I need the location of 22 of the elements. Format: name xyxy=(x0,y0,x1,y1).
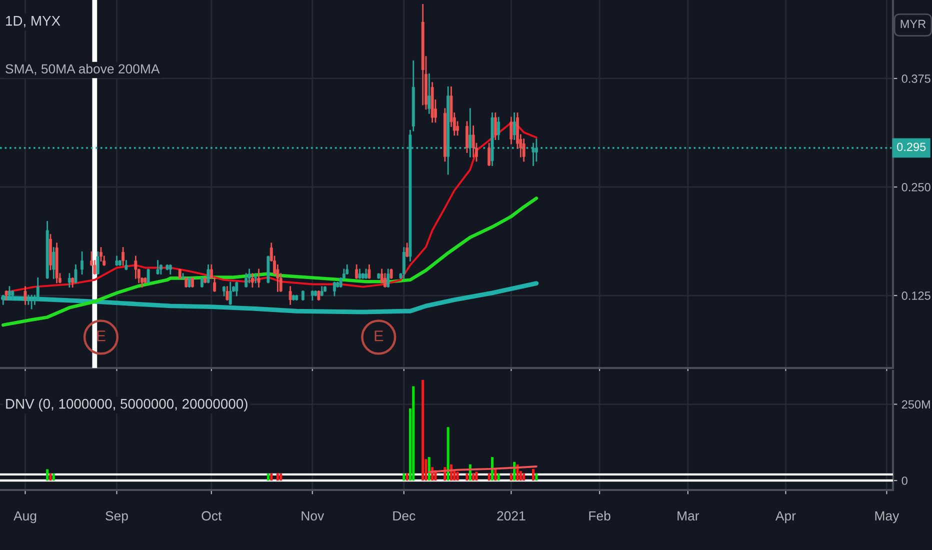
x-tick-label: May xyxy=(875,511,900,524)
x-tick-label: Nov xyxy=(302,511,324,521)
x-tick-label: Aug xyxy=(14,511,36,524)
x-tick-label: 2021 xyxy=(497,511,526,521)
series-label: E xyxy=(374,330,384,342)
text: DNV (0, 1000000, 5000000, 20000000) xyxy=(6,398,248,412)
y-tick-label: 0 xyxy=(902,476,908,485)
text: SMA, 50MA above 200MA xyxy=(6,64,160,76)
y-axis-title: MYR xyxy=(900,20,926,28)
text: E xyxy=(97,330,106,342)
x-tick-label: Dec xyxy=(393,511,416,521)
text: 1D, MYX xyxy=(6,16,60,28)
ref-line-label: 0.295 xyxy=(897,142,926,152)
y-tick-label: 250M xyxy=(902,400,930,409)
x-tick-label: Apr xyxy=(775,511,796,524)
y-tick-label: 0.250 xyxy=(902,183,930,192)
x-tick-label: Mar xyxy=(678,511,700,521)
x-tick-label: Sep xyxy=(106,511,128,524)
y-tick-label: 0.375 xyxy=(902,74,930,83)
y-tick-label: 0.125 xyxy=(902,292,930,300)
x-tick-label: Feb xyxy=(589,510,610,521)
x-tick-label: Oct xyxy=(202,511,222,521)
